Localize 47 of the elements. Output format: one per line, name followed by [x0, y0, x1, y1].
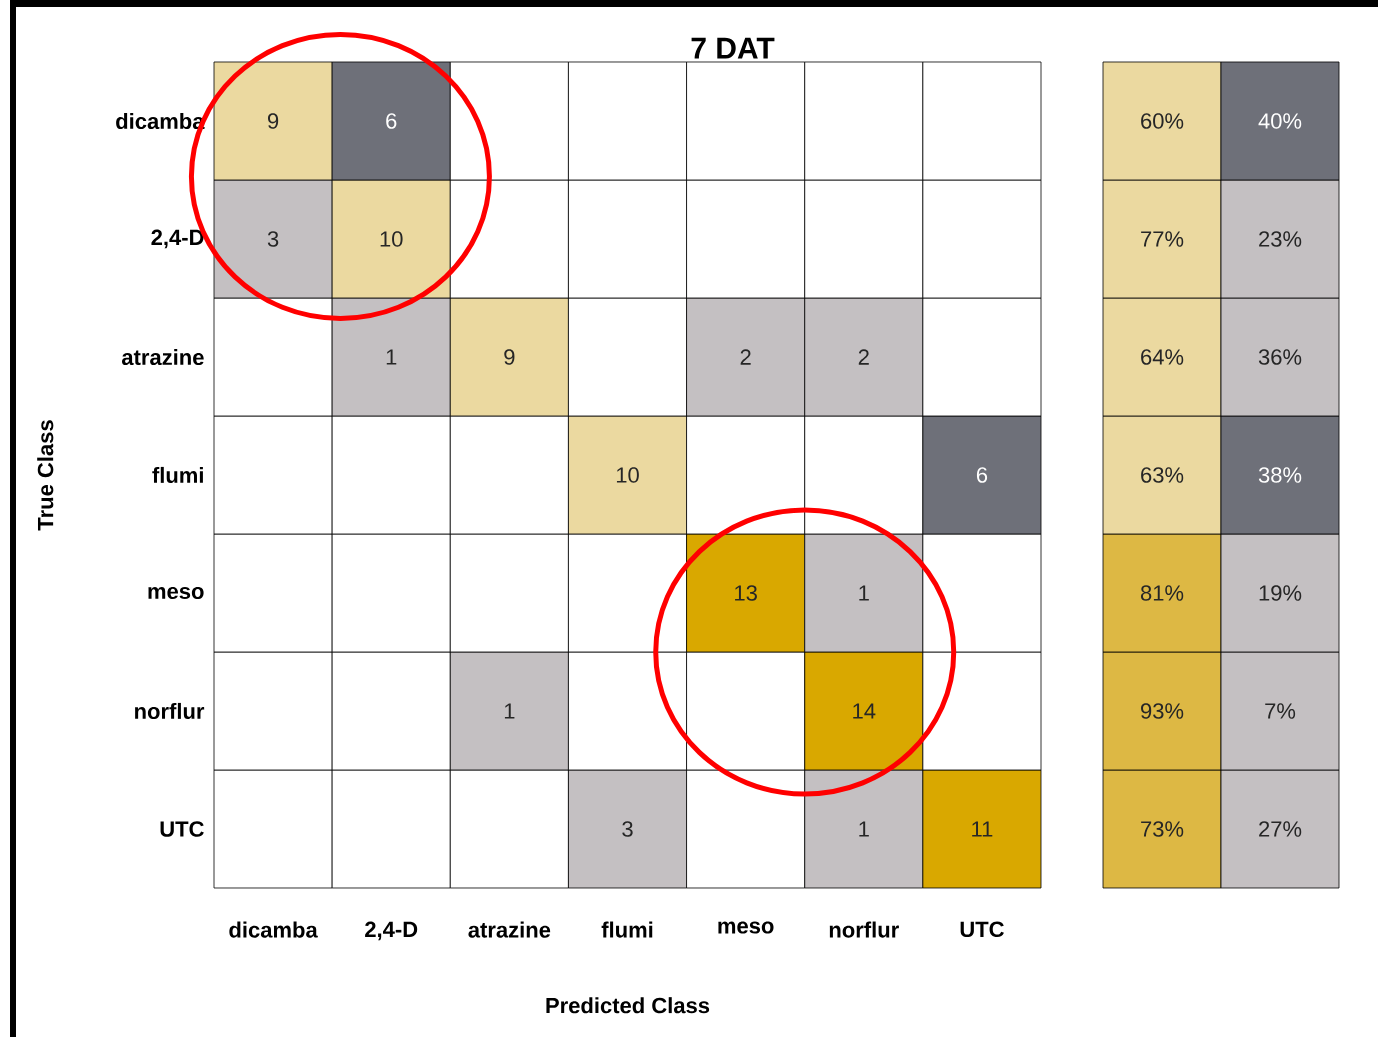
data-label: 9 [504, 349, 515, 365]
data-label: 27% [1259, 821, 1302, 837]
data-label: 73% [1141, 821, 1184, 837]
x-tick-label: meso [718, 921, 774, 934]
data-label: 19% [1259, 585, 1302, 601]
x-tick-label: norflur [829, 921, 899, 938]
y-axis-title: True Class [37, 420, 54, 531]
data-label: 6 [386, 113, 397, 129]
data-label: 7% [1265, 703, 1296, 719]
x-tick-label: flumi [601, 921, 653, 938]
data-label: 60% [1141, 113, 1184, 129]
y-tick-label: UTC [160, 821, 204, 837]
data-label: 63% [1141, 467, 1184, 483]
data-label: 1 [386, 349, 397, 365]
x-tick-label: UTC [960, 921, 1004, 938]
data-label: 1 [859, 585, 869, 601]
data-label: 93% [1141, 703, 1184, 719]
data-label: 1 [859, 821, 869, 837]
data-label: 2 [740, 349, 751, 365]
x-tick-label: 2,4-D [365, 921, 418, 941]
x-axis-title: Predicted Class [546, 997, 710, 1014]
data-label: 1 [504, 703, 515, 719]
data-label: 10 [616, 467, 639, 483]
x-tick-label: dicamba [229, 921, 318, 938]
data-label: 2 [858, 349, 869, 365]
y-tick-label: meso [148, 586, 204, 600]
data-label: 9 [267, 113, 279, 129]
data-label: 77% [1141, 231, 1184, 247]
data-label: 38% [1258, 467, 1302, 483]
y-tick-label: flumi [152, 466, 203, 484]
data-label: 6 [976, 467, 988, 483]
data-label: 14 [853, 703, 876, 719]
y-tick-label: atrazine [121, 348, 204, 366]
x-tick-label: atrazine [468, 921, 551, 938]
chart-title: 7 DAT [691, 37, 775, 59]
data-label: 40% [1258, 113, 1302, 129]
y-tick-label: norflur [135, 702, 205, 720]
data-label: 11 [972, 821, 993, 837]
y-tick-label: 2,4-D [151, 229, 204, 249]
data-label: 10 [380, 231, 403, 247]
data-label: 81% [1140, 585, 1184, 601]
data-label: 64% [1141, 349, 1184, 365]
data-label: 3 [267, 231, 279, 247]
data-label: 23% [1259, 231, 1302, 247]
data-label: 13 [735, 585, 757, 601]
data-label: 3 [622, 821, 633, 837]
data-label: 36% [1258, 349, 1302, 365]
